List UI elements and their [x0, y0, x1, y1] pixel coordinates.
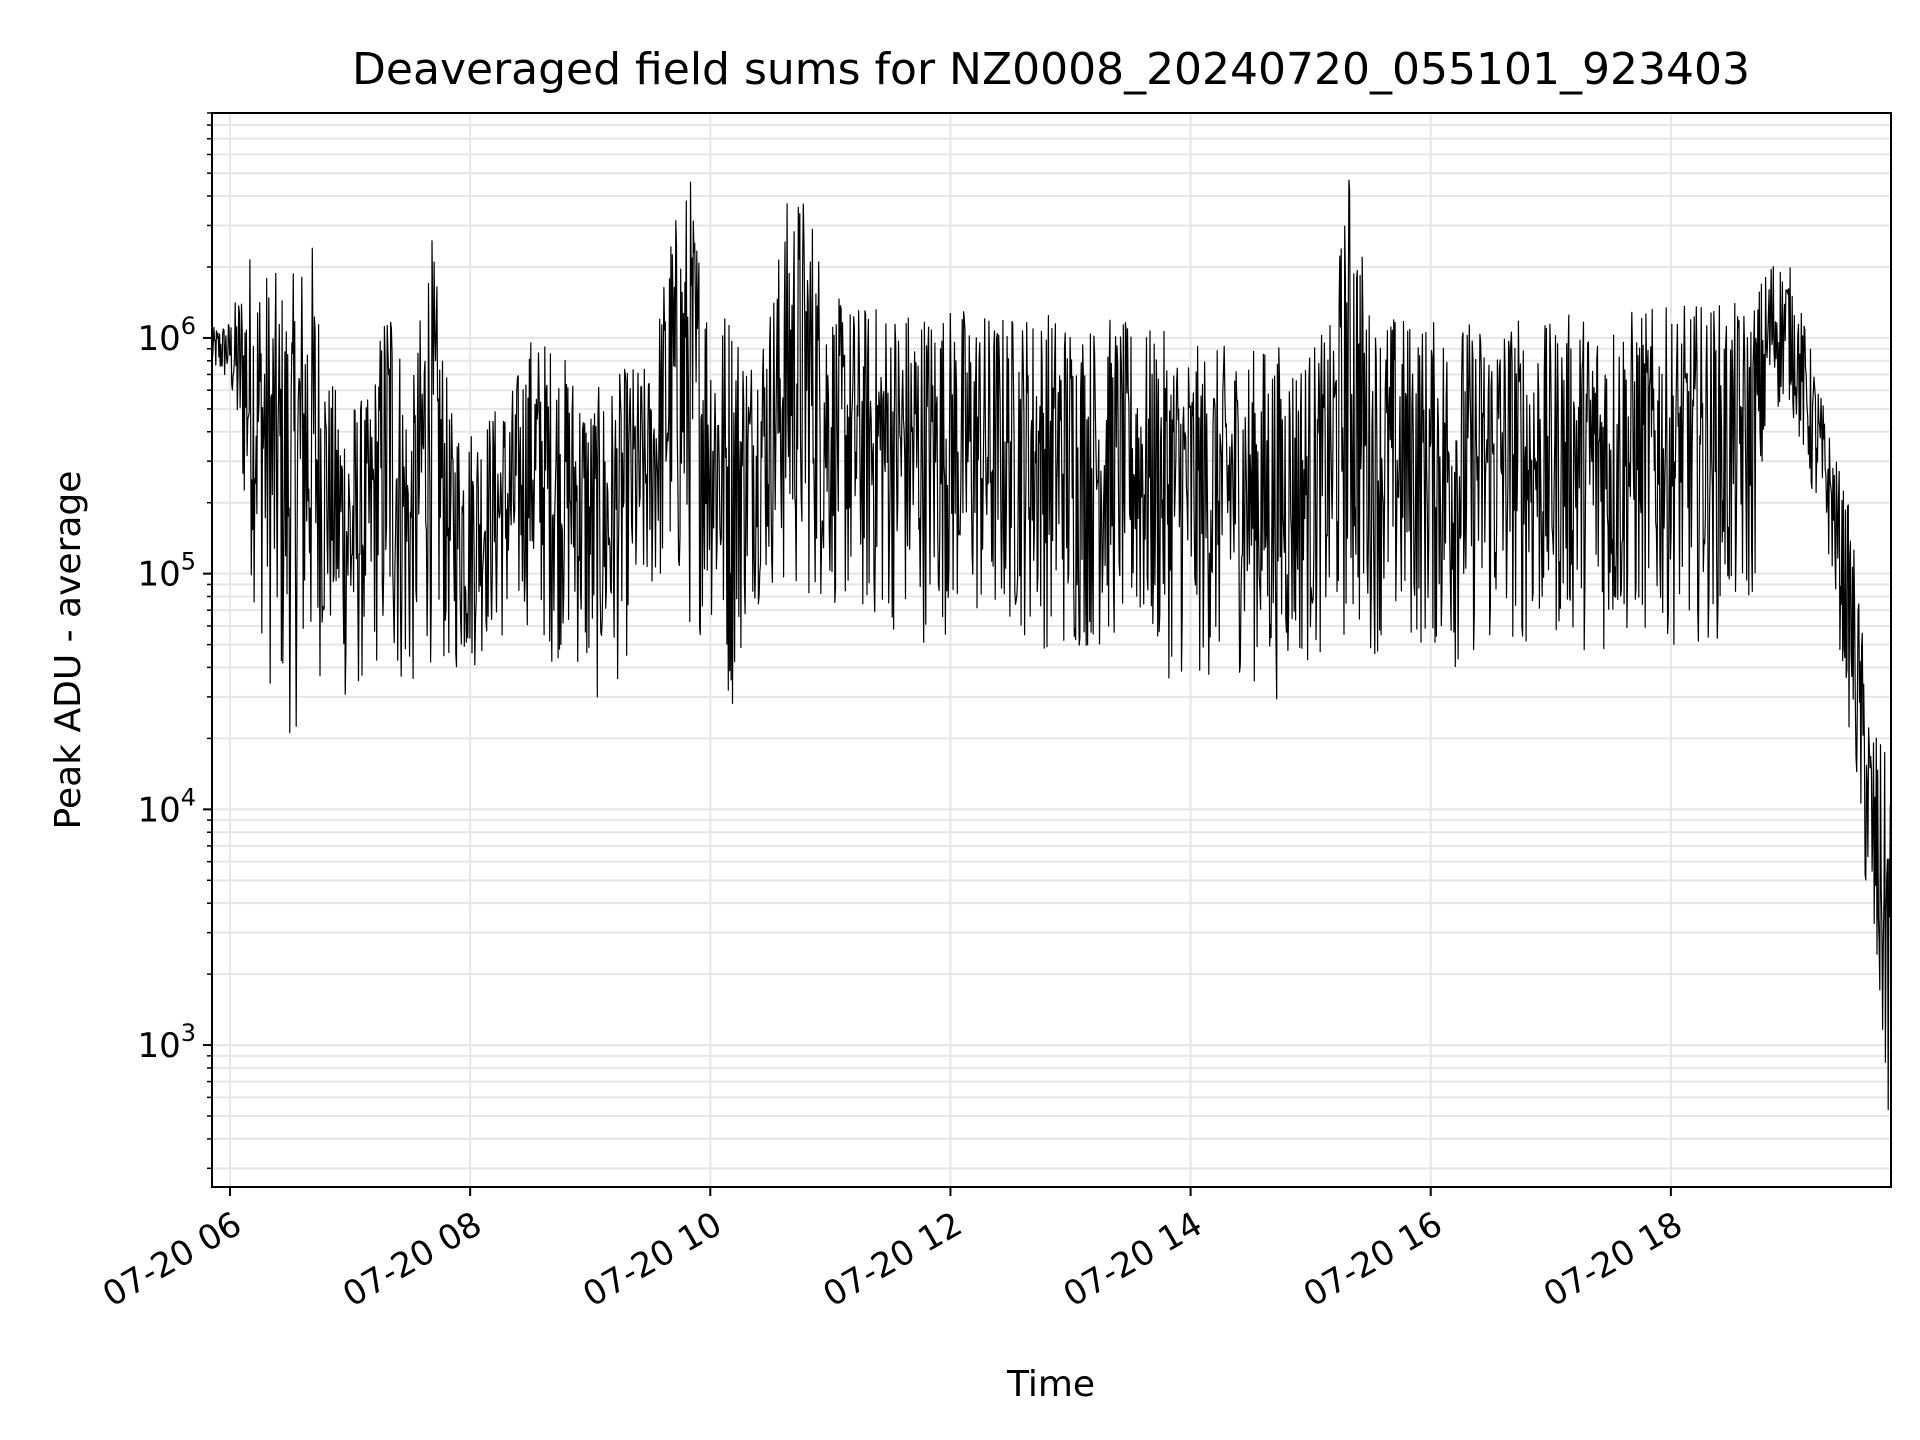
y-tick-label: 106	[137, 312, 196, 359]
x-tick-label: 07-20 08	[336, 1204, 488, 1315]
data-area	[211, 179, 1892, 1111]
x-tick-label: 07-20 12	[817, 1204, 969, 1315]
x-tick-label: 07-20 18	[1537, 1204, 1689, 1315]
y-tick-label: 105	[137, 548, 196, 595]
plot-frame	[211, 112, 1892, 1188]
grid	[212, 112, 1891, 1187]
x-tick-label: 07-20 10	[576, 1204, 728, 1315]
y-tick-label: 103	[137, 1019, 196, 1066]
y-axis-ticks: 103 104 105 106	[137, 112, 212, 1170]
y-tick-label: 104	[137, 783, 196, 830]
x-tick-label: 07-20 16	[1297, 1204, 1449, 1315]
data-series-line	[211, 179, 1892, 1111]
x-axis-ticks: 07-20 06 07-20 08 07-20 10 07-20 12 07-20 14…	[96, 1187, 1689, 1315]
y-axis-label: Peak ADU - average	[48, 471, 89, 830]
x-tick-label: 07-20 06	[96, 1204, 248, 1315]
chart-title: Deaveraged field sums for NZ0008_2024072…	[352, 44, 1750, 95]
x-tick-label: 07-20 14	[1057, 1204, 1209, 1315]
x-axis-label: Time	[1006, 1364, 1095, 1405]
